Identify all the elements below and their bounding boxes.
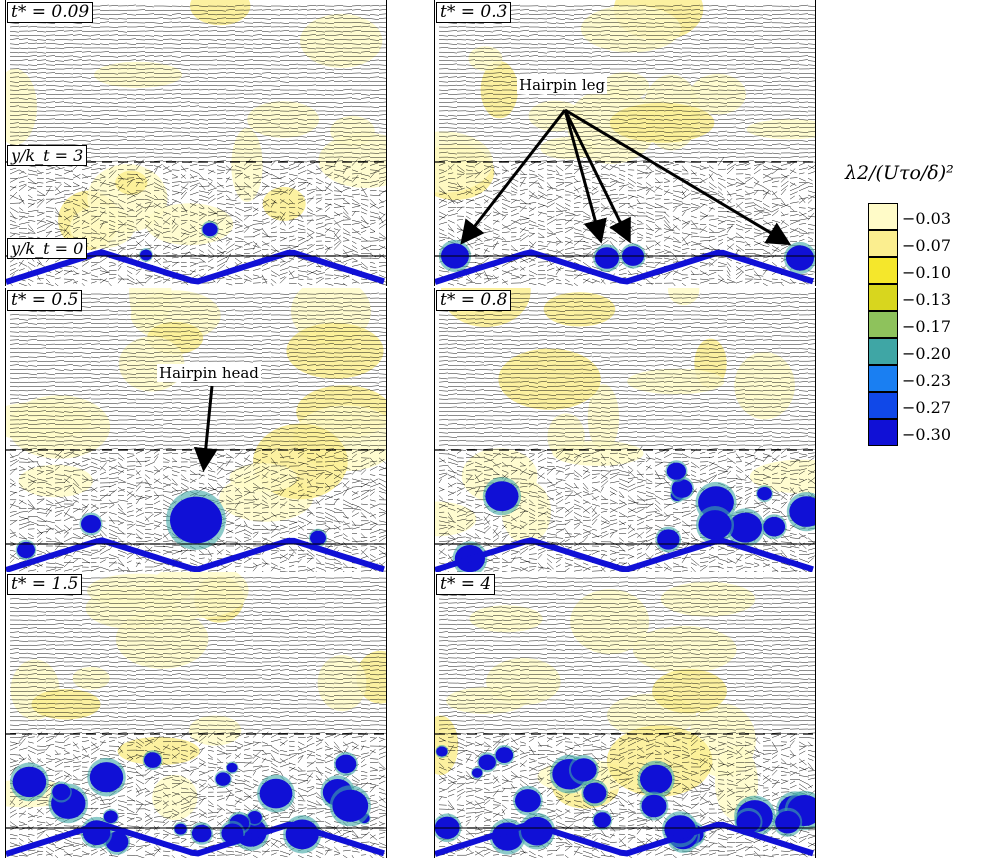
colorbar-swatch [868,284,898,311]
colorbar-label: −0.20 [902,344,952,363]
colorbar-title: λ2/(Uτo/δ)² [845,162,954,184]
colorbar-label: −0.03 [902,209,952,228]
colorbar-swatch [868,392,898,419]
time-label: t* = 0.09 [7,2,94,23]
vector-field-plot [435,576,815,858]
colorbar-swatch [868,338,898,365]
vector-field-plot [6,0,386,286]
panel-t03: t* = 0.3 [434,0,816,286]
colorbar-label: −0.17 [902,317,952,336]
vector-field-plot [435,288,815,574]
time-label: t* = 1.5 [7,574,83,595]
level-label-y3: y/k_t = 3 [7,145,88,166]
colorbar-label: −0.23 [902,371,952,390]
colorbar-swatch [868,230,898,257]
vector-field-plot [6,288,386,574]
hairpin-head-label: Hairpin head [157,364,261,382]
colorbar-label: −0.07 [902,236,952,255]
panel-t05: t* = 0.5 [5,288,387,574]
time-label: t* = 0.8 [436,290,512,311]
level-label-y0: y/k_t = 0 [7,238,88,259]
hairpin-leg-label: Hairpin leg [517,76,608,94]
panel-t08: t* = 0.8 [434,288,816,574]
colorbar-label: −0.10 [902,263,952,282]
vector-field-plot [6,572,386,858]
colorbar-swatch [868,311,898,338]
time-label: t* = 0.5 [7,290,83,311]
panel-t4: t* = 4 [434,572,816,858]
colorbar-label: −0.27 [902,398,952,417]
colorbar-swatch [868,203,898,230]
panel-t009: t* = 0.09 y/k_t = 3 y/k_t = 0 [5,0,387,286]
colorbar-swatch [868,257,898,284]
colorbar-swatch [868,365,898,392]
time-label: t* = 4 [436,574,496,595]
time-label: t* = 0.3 [436,2,512,23]
colorbar-swatch [868,419,898,446]
vector-field-plot [435,0,815,286]
colorbar-label: −0.30 [902,425,952,444]
panel-t15: t* = 1.5 [5,572,387,858]
colorbar-label: −0.13 [902,290,952,309]
